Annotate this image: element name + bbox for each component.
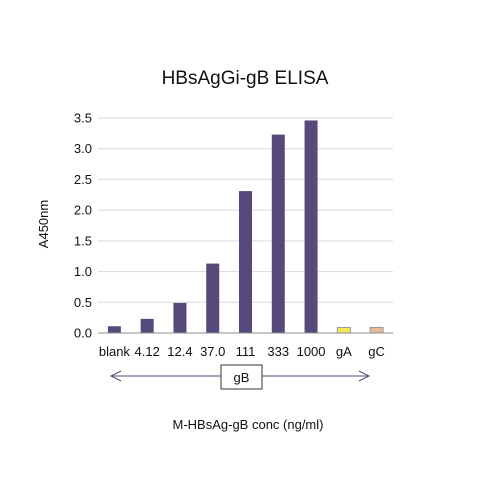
y-tick-label: 3.0	[74, 141, 92, 156]
group-arrow-right-head	[358, 370, 371, 382]
bar	[140, 318, 154, 333]
gB-group-indicator: gB	[109, 364, 371, 390]
bar	[107, 326, 121, 333]
y-tick-label: 2.5	[74, 172, 92, 187]
bar	[369, 326, 384, 334]
group-arrow-left-head	[109, 370, 122, 382]
y-tick-label: 2.0	[74, 203, 92, 218]
y-tick-label: 3.5	[74, 111, 92, 126]
x-tick-label: 1000	[297, 344, 326, 359]
chart-title: HBsAgGi-gB ELISA	[162, 68, 329, 89]
y-axis-label: A450nm	[36, 200, 51, 248]
y-axis: 0.0 0.5 1.0 1.5 2.0 2.5 3.0 3.5	[74, 111, 92, 341]
x-tick-label: 4.12	[135, 344, 160, 359]
bar	[336, 326, 351, 334]
y-tick-label: 0.5	[74, 295, 92, 310]
bar	[173, 302, 187, 333]
bars	[107, 120, 384, 334]
bar	[304, 120, 318, 333]
x-tick-label: 37.0	[200, 344, 225, 359]
x-tick-label: 111	[236, 344, 256, 359]
bar	[206, 263, 220, 333]
bar	[271, 134, 285, 333]
group-label: gB	[234, 370, 250, 385]
group-label-box	[220, 364, 263, 390]
y-tick-label: 1.5	[74, 233, 92, 248]
x-tick-label: 333	[267, 344, 289, 359]
y-tick-label: 0.0	[74, 326, 92, 341]
x-tick-label: 12.4	[167, 344, 192, 359]
x-tick-label: blank	[99, 344, 131, 359]
y-tick-label: 1.0	[74, 264, 92, 279]
x-tick-label: gA	[336, 344, 352, 359]
bar	[239, 191, 252, 333]
x-tick-label: gC	[368, 344, 385, 359]
x-axis-label: M-HBsAg-gB conc (ng/ml)	[173, 417, 324, 432]
x-axis: blank 4.12 12.4 37.0 111 333 1000 gA gC	[98, 332, 393, 359]
